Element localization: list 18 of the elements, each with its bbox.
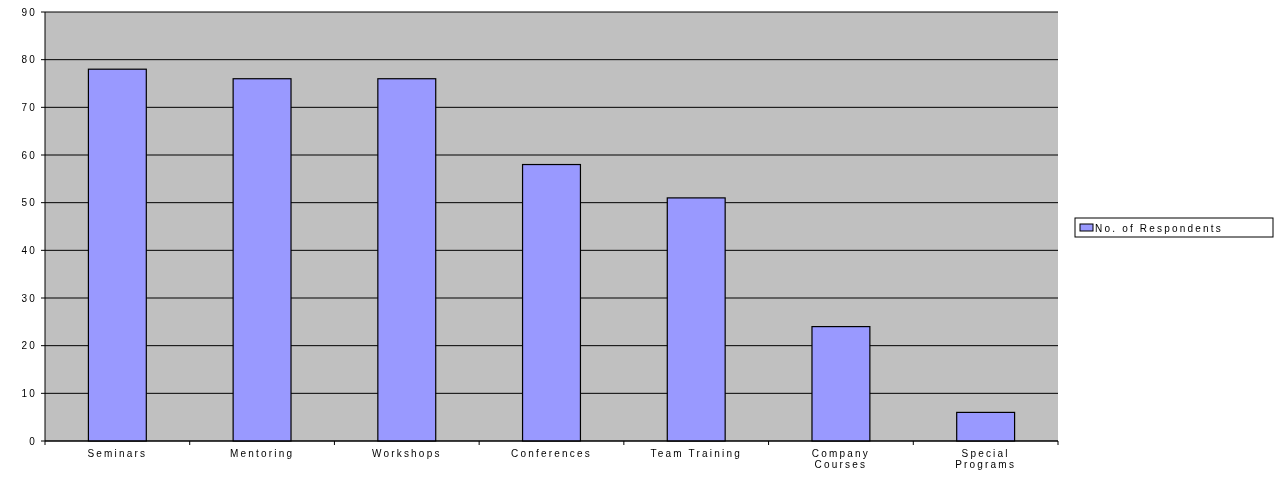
- y-tick-label: 70: [21, 101, 37, 113]
- y-tick-label: 0: [29, 435, 37, 447]
- legend-label: No. of Respondents: [1095, 222, 1223, 234]
- x-tick-label: Mentoring: [229, 448, 295, 459]
- y-tick-label: 60: [21, 149, 37, 161]
- y-tick-label: 10: [21, 387, 37, 399]
- y-tick-label: 20: [21, 340, 37, 352]
- x-tick-label: Seminars: [87, 448, 148, 459]
- y-tick-label: 80: [21, 54, 37, 66]
- x-tick-label: Special Programs: [955, 448, 1017, 470]
- x-tick-label: Workshops: [371, 448, 442, 459]
- y-tick-label: 90: [21, 6, 37, 18]
- x-tick-label: Team Training: [650, 448, 742, 459]
- y-tick-label: 30: [21, 292, 37, 304]
- x-tick-label: Conferences: [511, 448, 592, 459]
- x-tick-label: Company Courses: [811, 448, 871, 470]
- y-tick-label: 40: [21, 244, 37, 256]
- y-tick-label: 50: [21, 197, 37, 209]
